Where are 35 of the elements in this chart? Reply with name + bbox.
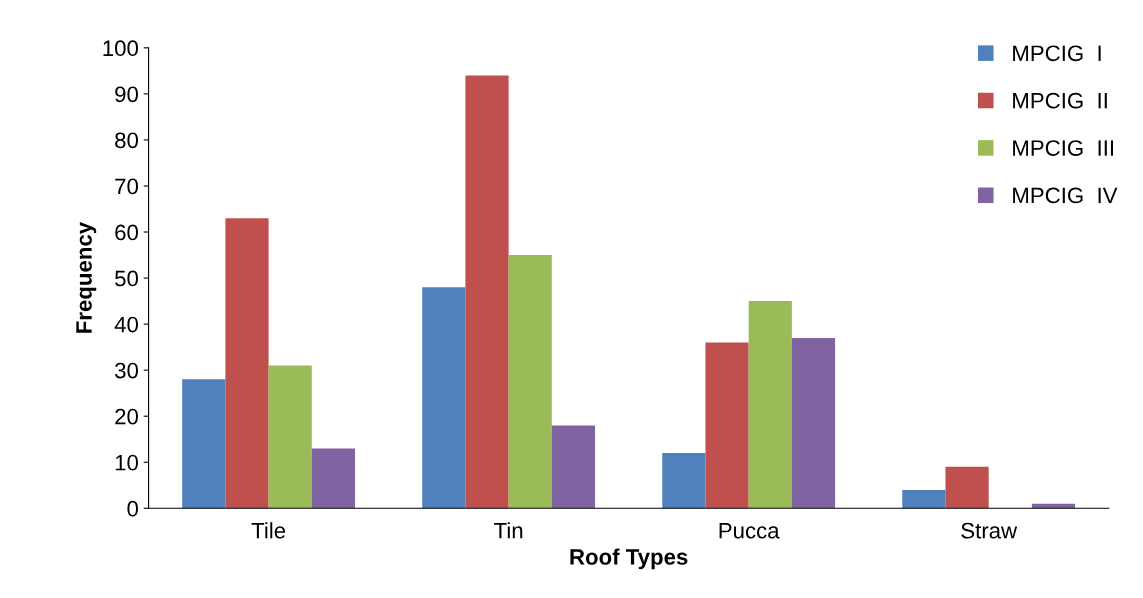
y-axis-title: Frequency <box>76 221 97 333</box>
bar <box>705 342 749 509</box>
y-tick-label: 100 <box>103 40 138 57</box>
bar <box>225 218 269 509</box>
bar <box>422 287 466 509</box>
y-tick-label: 60 <box>115 224 138 241</box>
bar <box>182 379 226 509</box>
y-tick-label: 80 <box>115 132 138 149</box>
x-tick-label: Pucca <box>719 523 780 539</box>
legend-label: MPCIG II <box>1013 92 1107 109</box>
y-tick-label: 20 <box>115 408 138 425</box>
y-tick-label: 50 <box>115 270 138 287</box>
x-tick-label: Tin <box>494 522 523 539</box>
y-tick-label: 90 <box>115 86 138 103</box>
y-tick-label: 70 <box>115 178 138 195</box>
bar <box>902 489 946 509</box>
y-tick-label: 40 <box>114 316 138 333</box>
bar <box>748 301 792 509</box>
bar <box>551 425 596 509</box>
y-tick-label: 10 <box>115 454 138 471</box>
x-tick-label: Tile <box>251 522 286 539</box>
legend-label: MPCIG I <box>1013 45 1101 62</box>
bar <box>945 466 989 509</box>
bar <box>791 337 836 509</box>
x-axis-title: Roof Types <box>570 548 688 570</box>
bar <box>268 365 312 509</box>
bar <box>465 75 509 509</box>
bar <box>662 453 706 509</box>
legend-label: MPCIG III <box>1013 140 1113 156</box>
bar <box>311 448 356 509</box>
y-tick-label: 0 <box>127 500 138 517</box>
bar <box>508 255 552 509</box>
y-tick-label: 30 <box>115 362 138 379</box>
x-tick-label: Straw <box>961 522 1018 539</box>
legend-label: MPCIG IV <box>1013 187 1118 204</box>
